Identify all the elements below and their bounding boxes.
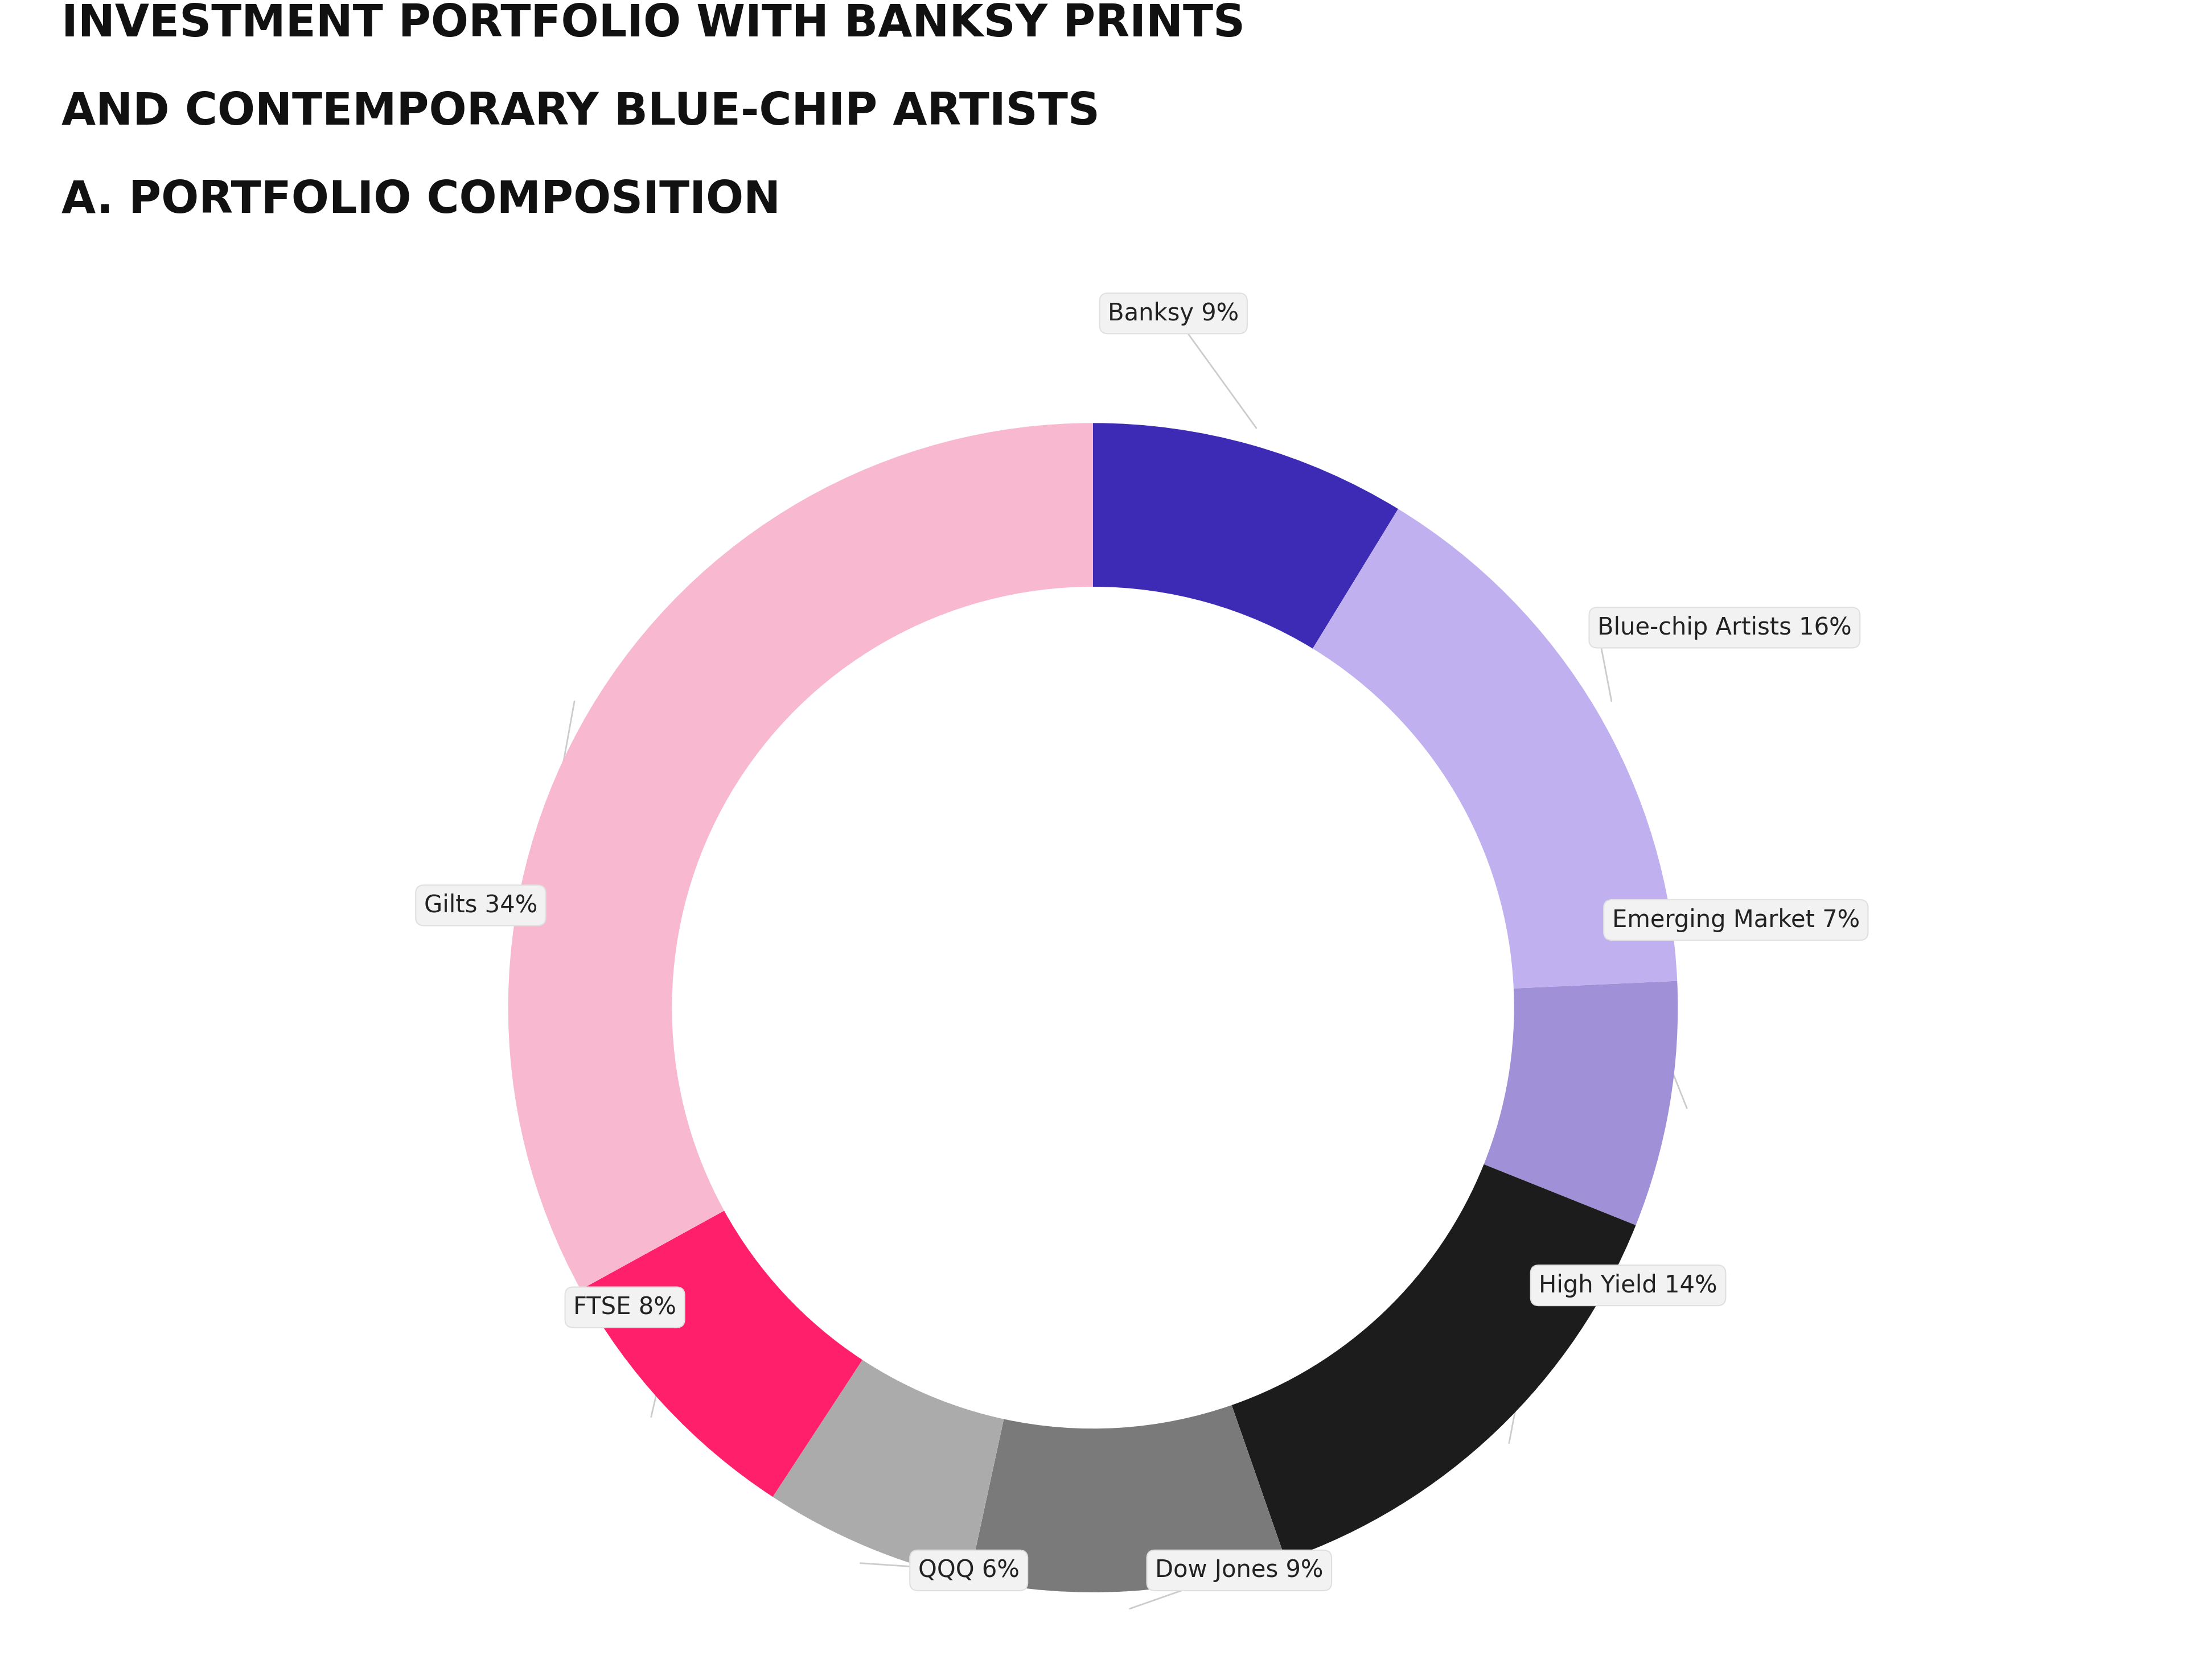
Wedge shape (1484, 981, 1679, 1225)
Wedge shape (1314, 509, 1677, 988)
Text: Dow Jones 9%: Dow Jones 9% (1154, 1559, 1323, 1583)
Wedge shape (507, 423, 1093, 1290)
Text: AND CONTEMPORARY BLUE-CHIP ARTISTS: AND CONTEMPORARY BLUE-CHIP ARTISTS (61, 91, 1100, 134)
Wedge shape (1093, 423, 1399, 648)
Wedge shape (968, 1404, 1285, 1593)
Text: QQQ 6%: QQQ 6% (918, 1559, 1019, 1583)
Text: Emerging Market 7%: Emerging Market 7% (1611, 907, 1860, 932)
Wedge shape (581, 1211, 863, 1497)
Text: Gilts 34%: Gilts 34% (424, 894, 538, 917)
Text: A. PORTFOLIO COMPOSITION: A. PORTFOLIO COMPOSITION (61, 178, 780, 222)
Text: INVESTMENT PORTFOLIO WITH BANKSY PRINTS: INVESTMENT PORTFOLIO WITH BANKSY PRINTS (61, 2, 1244, 45)
Text: FTSE 8%: FTSE 8% (573, 1295, 675, 1319)
Wedge shape (772, 1359, 1003, 1579)
Wedge shape (1231, 1164, 1635, 1559)
Text: High Yield 14%: High Yield 14% (1539, 1273, 1718, 1297)
Text: Blue-chip Artists 16%: Blue-chip Artists 16% (1598, 615, 1852, 640)
Text: Banksy 9%: Banksy 9% (1108, 301, 1239, 326)
